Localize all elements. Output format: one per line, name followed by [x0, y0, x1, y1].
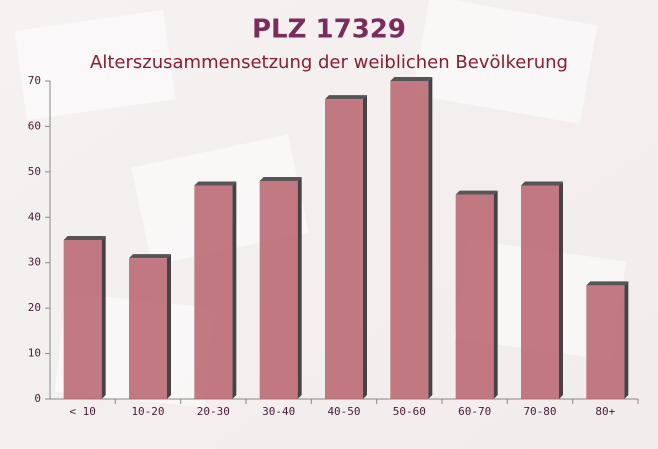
x-tick-label: 70-80: [523, 405, 556, 418]
bar-side: [101, 236, 106, 399]
bar-top: [194, 181, 237, 186]
x-tick-label: 80+: [595, 405, 615, 418]
bar-side: [624, 281, 629, 399]
y-tick-label: 70: [28, 74, 41, 87]
bar-top: [521, 181, 563, 186]
bar-side: [559, 181, 563, 399]
y-tick-label: 0: [34, 392, 41, 405]
bar-top: [259, 176, 302, 181]
bar: [521, 185, 559, 399]
bar: [325, 99, 363, 400]
bar-side: [428, 77, 433, 399]
bar: [259, 180, 298, 399]
y-tick-label: 30: [28, 256, 41, 269]
bar-top: [390, 77, 433, 81]
bar-top: [63, 236, 106, 240]
chart-title: PLZ 17329: [252, 15, 406, 45]
x-tick-label: 30-40: [262, 405, 295, 418]
bar: [586, 285, 625, 399]
chart-subtitle: Alterszusammensetzung der weiblichen Bev…: [90, 52, 568, 73]
bar: [194, 185, 233, 399]
x-tick-label: 20-30: [197, 405, 230, 418]
y-tick-label: 10: [28, 347, 41, 360]
y-tick-label: 50: [28, 165, 41, 178]
bar-top: [129, 254, 171, 259]
x-tick-label: 10-20: [131, 405, 164, 418]
x-tick-label: 60-70: [458, 405, 491, 418]
bar-side: [232, 181, 237, 399]
bar-top: [325, 95, 367, 100]
x-tick-label: 40-50: [327, 405, 360, 418]
bar: [63, 240, 102, 399]
y-tick-label: 40: [28, 210, 41, 223]
bar: [455, 194, 494, 399]
bar-top: [586, 281, 629, 286]
y-tick-label: 60: [28, 119, 41, 132]
x-tick-label: < 10: [69, 405, 96, 418]
bar-side: [363, 95, 367, 400]
bar-top: [455, 190, 498, 195]
bar: [390, 81, 429, 399]
bar: [129, 258, 167, 399]
bar-side: [493, 190, 498, 399]
bar-side: [297, 176, 302, 399]
y-tick-label: 20: [28, 301, 41, 314]
x-tick-label: 50-60: [393, 405, 426, 418]
bar-side: [167, 254, 171, 399]
